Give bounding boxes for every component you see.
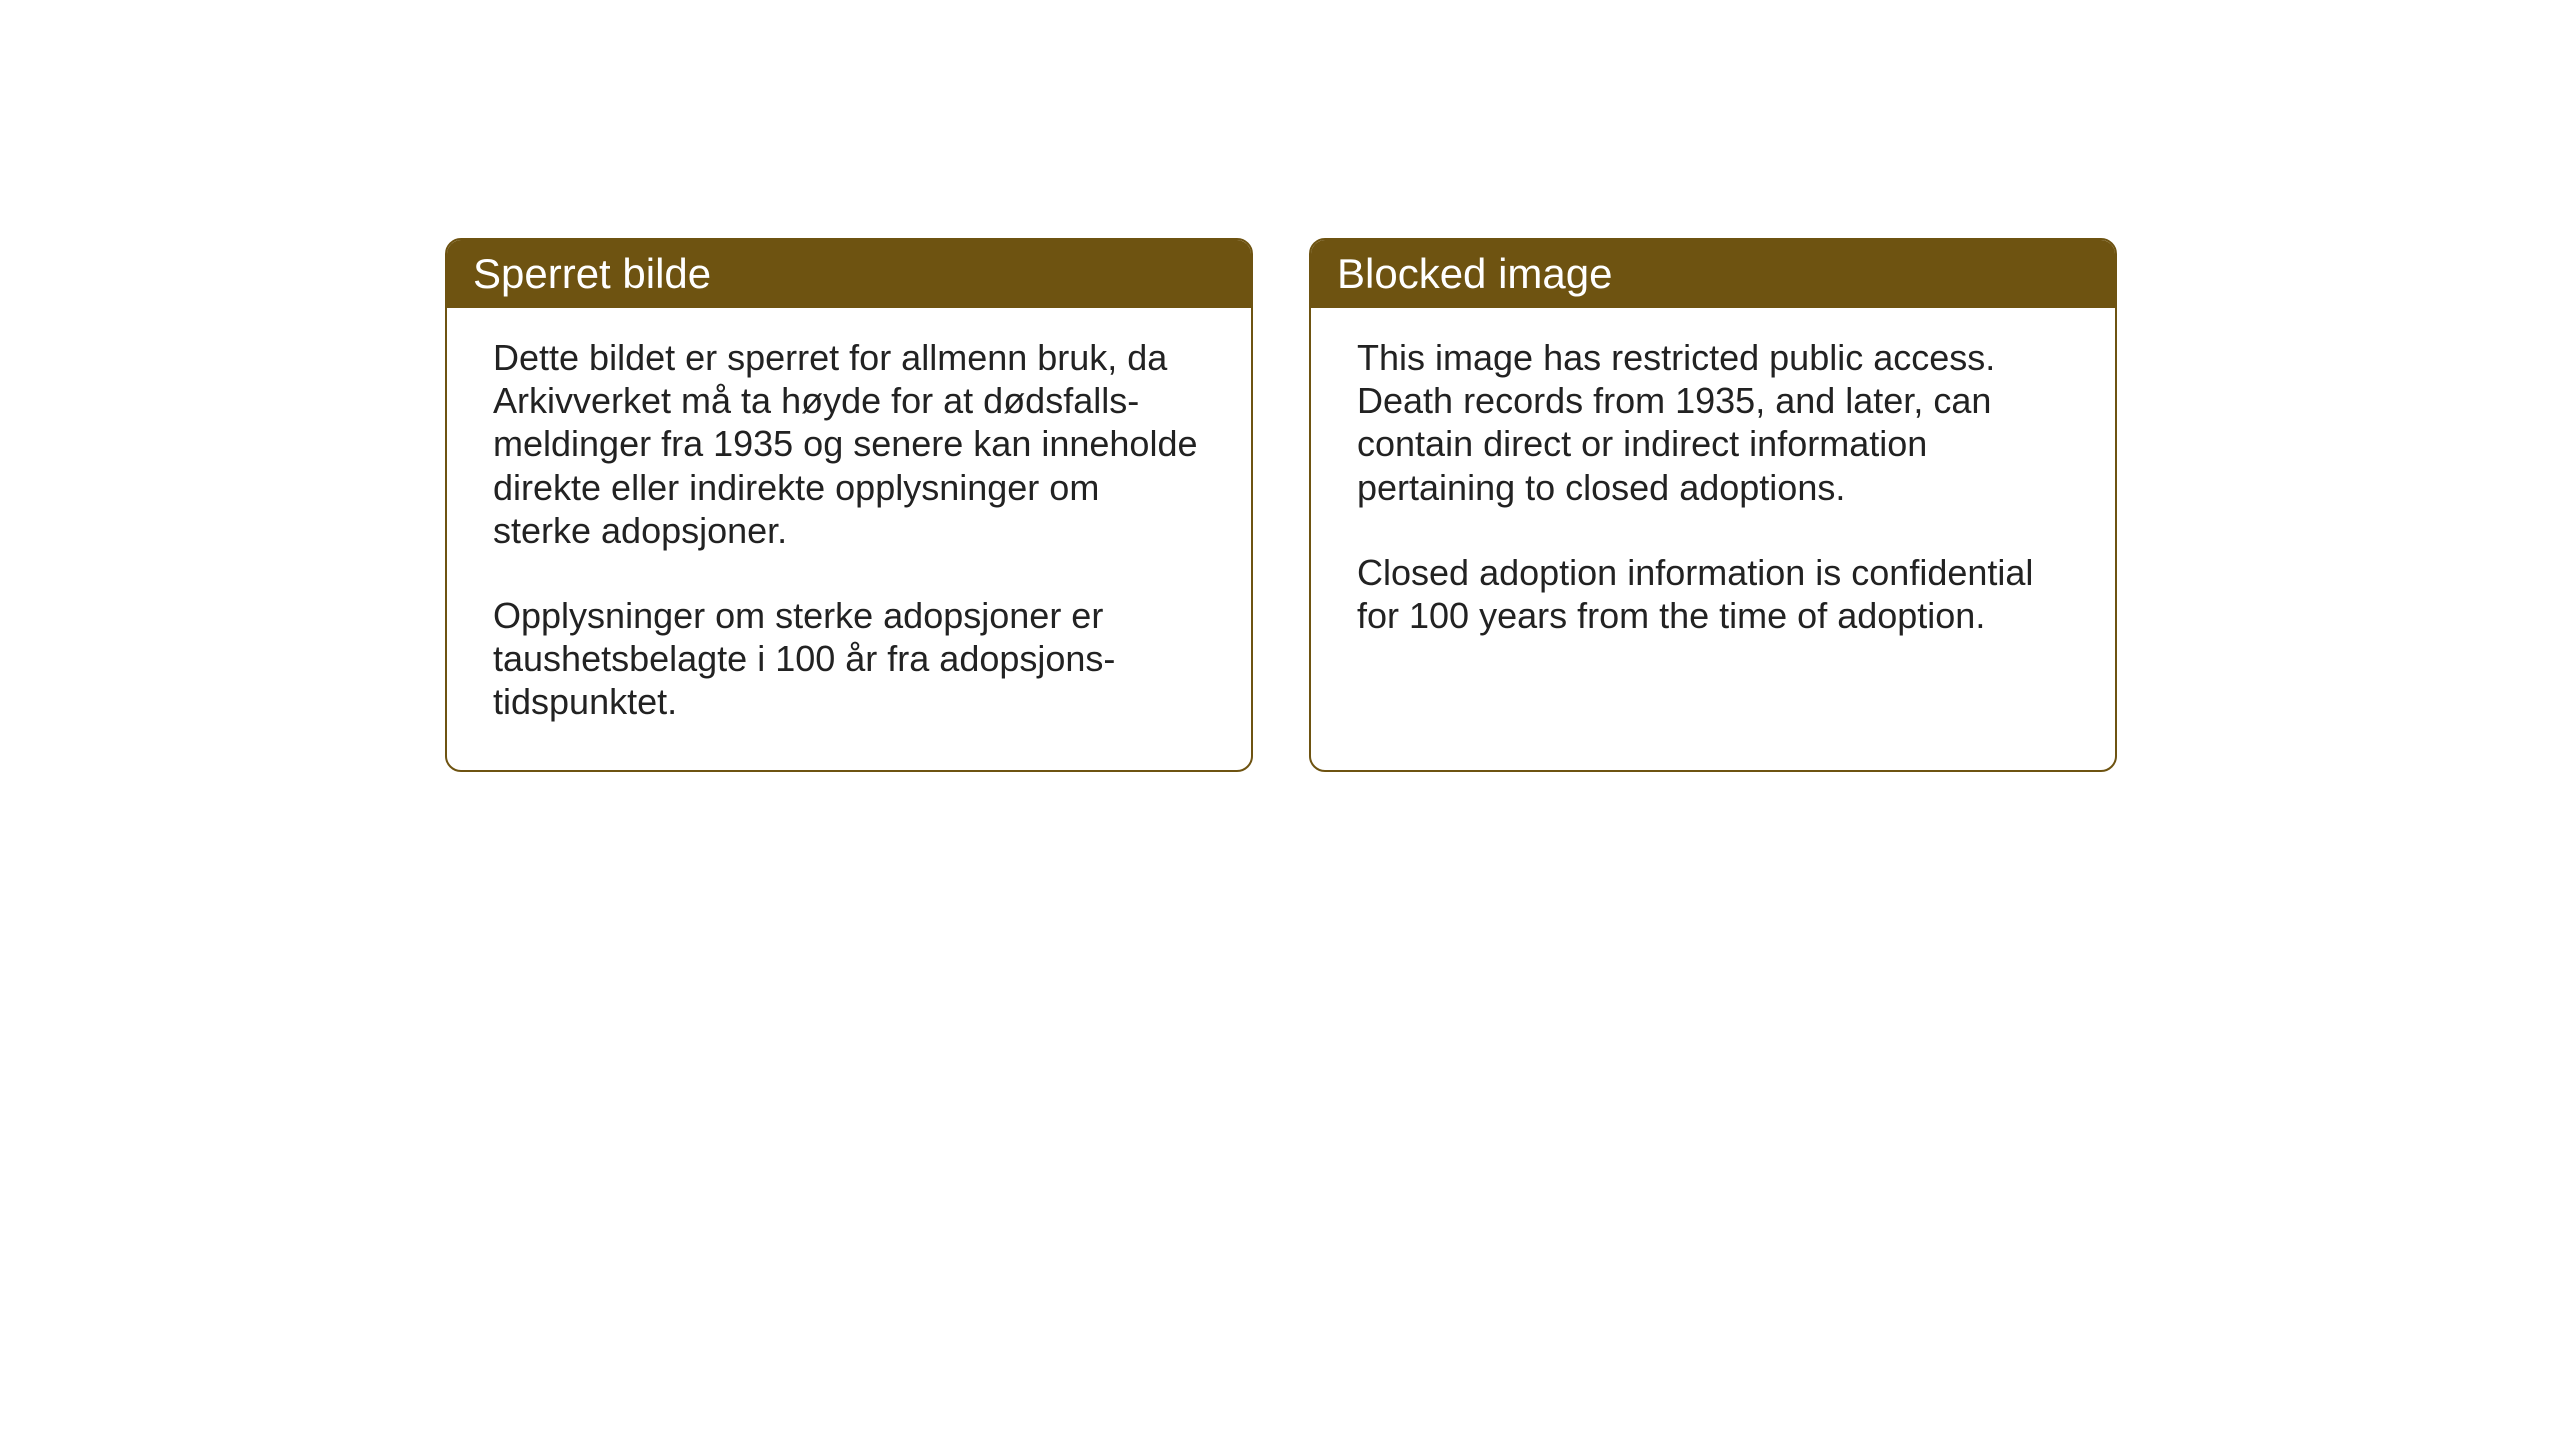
card-header-english: Blocked image: [1311, 240, 2115, 308]
notice-card-english: Blocked image This image has restricted …: [1309, 238, 2117, 772]
card-title: Blocked image: [1337, 250, 1612, 297]
card-body-norwegian: Dette bildet er sperret for allmenn bruk…: [447, 308, 1251, 770]
card-title: Sperret bilde: [473, 250, 711, 297]
card-paragraph: This image has restricted public access.…: [1357, 336, 2069, 509]
card-body-english: This image has restricted public access.…: [1311, 308, 2115, 683]
card-paragraph: Dette bildet er sperret for allmenn bruk…: [493, 336, 1205, 552]
notice-card-norwegian: Sperret bilde Dette bildet er sperret fo…: [445, 238, 1253, 772]
card-paragraph: Opplysninger om sterke adopsjoner er tau…: [493, 594, 1205, 724]
card-paragraph: Closed adoption information is confident…: [1357, 551, 2069, 637]
notice-cards-container: Sperret bilde Dette bildet er sperret fo…: [445, 238, 2117, 772]
card-header-norwegian: Sperret bilde: [447, 240, 1251, 308]
